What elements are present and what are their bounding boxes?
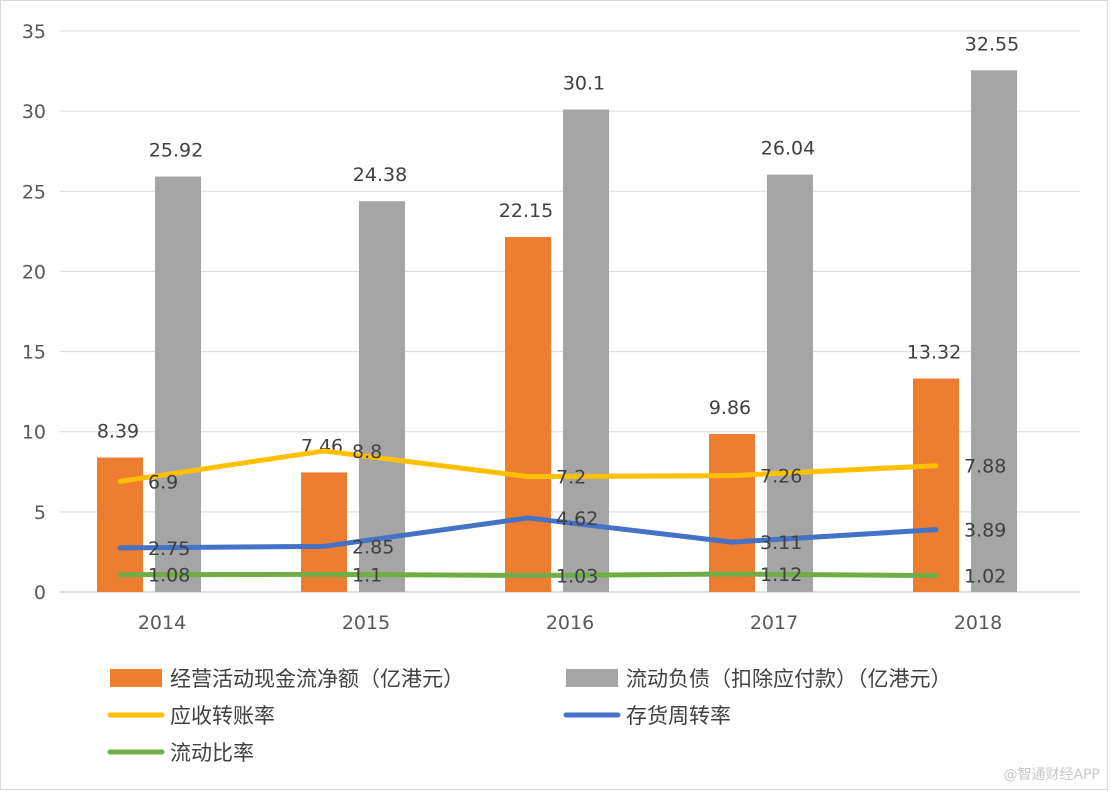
bar-data-label: 25.92: [149, 140, 203, 162]
y-tick-label: 15: [22, 342, 46, 364]
x-tick-label: 2018: [954, 612, 1002, 634]
line-data-label: 1.08: [148, 565, 190, 587]
y-tick-label: 25: [22, 181, 46, 203]
series-line: [117, 515, 939, 551]
bar-data-label: 9.86: [709, 397, 751, 419]
watermark: @智通财经APP: [1003, 767, 1100, 783]
series-line: [117, 571, 939, 579]
line-data-label: 2.75: [148, 538, 190, 560]
bar: [155, 176, 201, 592]
y-tick-label: 35: [22, 21, 46, 43]
bar: [709, 433, 755, 592]
line-data-label: 3.11: [760, 532, 802, 554]
bar-data-label: 13.32: [907, 341, 961, 363]
bar: [563, 109, 609, 592]
bar-data-label: 30.1: [563, 73, 605, 95]
x-tick-label: 2014: [138, 612, 186, 634]
line-data-label: 1.1: [352, 564, 382, 586]
y-tick-label: 10: [22, 422, 46, 444]
line-data-label: 2.85: [352, 536, 394, 558]
x-tick-label: 2017: [750, 612, 798, 634]
bar: [359, 201, 405, 592]
legend-label: 流动比率: [170, 741, 254, 765]
bar-data-label: 8.39: [97, 421, 139, 443]
bar: [971, 70, 1017, 592]
line-data-label: 4.62: [556, 508, 598, 530]
legend-label: 经营活动现金流净额（亿港元）: [170, 667, 464, 691]
y-tick-label: 30: [22, 101, 46, 123]
line-data-label: 6.9: [148, 471, 178, 493]
legend-swatch: [566, 669, 618, 687]
legend-label: 应收转账率: [170, 704, 275, 728]
y-tick-label: 5: [34, 502, 46, 524]
bar: [505, 236, 551, 592]
y-tick-label: 0: [34, 582, 46, 604]
y-tick-label: 20: [22, 261, 46, 283]
line-data-label: 7.2: [556, 467, 586, 489]
line-data-label: 1.12: [760, 564, 802, 586]
line-data-label: 1.03: [556, 565, 598, 587]
bar: [767, 174, 813, 592]
bar: [913, 378, 959, 592]
line-data-label: 1.02: [964, 566, 1006, 588]
line-data-label: 7.26: [760, 466, 802, 488]
line-data-label: 3.89: [964, 520, 1006, 542]
bar-data-label: 24.38: [353, 164, 407, 186]
bar-data-label: 32.55: [965, 33, 1019, 55]
x-tick-label: 2016: [546, 612, 594, 634]
legend-label: 流动负债（扣除应付款）（亿港元）: [626, 667, 952, 691]
series-line: [117, 448, 939, 484]
line-data-label: 7.88: [964, 456, 1006, 478]
x-tick-label: 2015: [342, 612, 390, 634]
legend-label: 存货周转率: [626, 704, 731, 728]
bar-data-label: 22.15: [499, 200, 553, 222]
legend-swatch: [110, 669, 162, 687]
line-data-label: 8.8: [352, 441, 382, 463]
bar-data-label: 26.04: [761, 138, 815, 160]
